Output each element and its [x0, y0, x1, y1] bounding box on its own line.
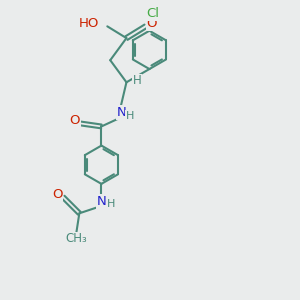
Text: HO: HO [79, 17, 99, 30]
Text: H: H [126, 110, 134, 121]
Text: O: O [146, 17, 157, 30]
Text: Cl: Cl [146, 8, 159, 20]
Text: H: H [107, 199, 115, 208]
Text: H: H [132, 74, 141, 87]
Text: CH₃: CH₃ [65, 232, 87, 245]
Text: O: O [70, 114, 80, 127]
Text: O: O [52, 188, 62, 201]
Text: N: N [116, 106, 126, 119]
Text: N: N [97, 195, 107, 208]
